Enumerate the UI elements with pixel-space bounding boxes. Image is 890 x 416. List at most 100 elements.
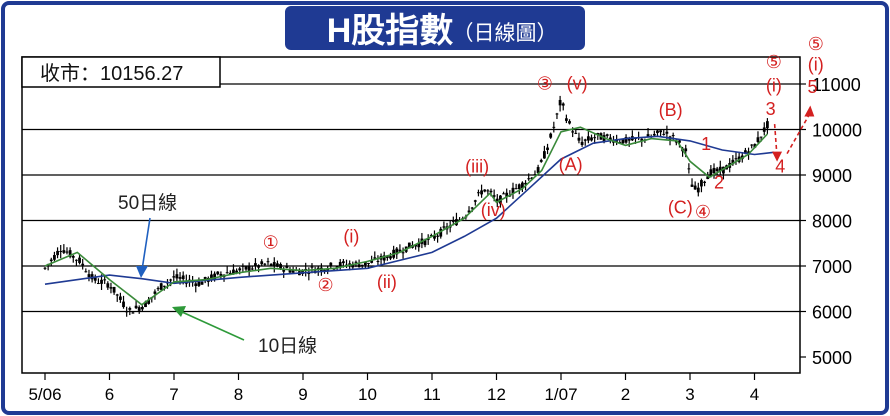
candle-body [210, 274, 213, 280]
candle-body [583, 139, 587, 141]
candle-body [414, 244, 418, 247]
candle-body [407, 242, 411, 249]
candle-body [144, 301, 147, 308]
candle-body [693, 185, 697, 190]
candle-body [678, 140, 681, 143]
candle-body [533, 174, 537, 176]
y-tick-label: 7000 [812, 257, 852, 277]
candle-body [489, 190, 493, 193]
candle-body [596, 132, 600, 135]
candle-body [71, 255, 75, 258]
candle-body [310, 266, 314, 268]
candle-body [417, 242, 421, 248]
candle-body [558, 99, 562, 106]
chart-subtitle: （日線圖） [453, 22, 558, 45]
candle-body [665, 131, 669, 134]
candle-body [84, 271, 88, 273]
wave-label: 1 [701, 134, 711, 154]
candle-body [279, 264, 282, 269]
candle-body [539, 160, 543, 162]
candle-body [62, 250, 66, 253]
x-tick-label: 5/06 [28, 385, 61, 404]
candle-body [389, 256, 392, 259]
projection-down-arrowhead [772, 151, 783, 162]
candle-body [250, 268, 254, 270]
candle-body [731, 159, 735, 165]
wave-label: ④ [695, 202, 711, 222]
candle-body [225, 272, 229, 274]
projection-up-arrowhead [804, 105, 815, 117]
candle-body [341, 261, 345, 264]
candle-body [687, 168, 691, 170]
candle-body [307, 272, 311, 275]
candle-body [147, 299, 151, 304]
candle-body [282, 269, 286, 272]
x-tick-label: 8 [234, 385, 243, 404]
candle-body [266, 261, 270, 263]
candle-body [363, 261, 367, 266]
candle-body [137, 307, 141, 311]
candle-body [608, 137, 612, 141]
candle-body [276, 263, 279, 267]
wave-label: ⑤ [808, 34, 824, 54]
candle-body [291, 270, 295, 273]
wave-label: ② [318, 275, 334, 295]
x-tick-label: 6 [105, 385, 114, 404]
candle-body [586, 136, 590, 141]
candle-body [715, 168, 719, 172]
y-axis: 5000 6000 7000 8000 9000 10000 11000 [800, 75, 862, 368]
candle-body [263, 263, 267, 265]
candle-body [122, 301, 125, 308]
candle-body [627, 138, 631, 141]
candle-body [442, 226, 446, 228]
candle-body [370, 260, 374, 263]
candle-body [646, 134, 650, 138]
candle-body [451, 220, 455, 222]
close-label-box [21, 56, 221, 88]
ma10-arrow [181, 311, 245, 341]
candle-body [521, 182, 524, 189]
candle-body [470, 207, 474, 209]
candle-body [542, 151, 546, 159]
candle-body [197, 281, 201, 286]
candle-body [59, 250, 63, 253]
candle-body [87, 274, 91, 278]
candle-body [605, 134, 609, 136]
candle-body [232, 269, 235, 275]
candle-body [536, 167, 540, 173]
candle-body [505, 192, 509, 197]
candle-body [125, 311, 129, 313]
x-tick-label: 2 [621, 385, 630, 404]
wave-label: (iii) [465, 157, 489, 177]
candle-body [159, 283, 163, 290]
candle-body [703, 181, 706, 183]
candle-body [140, 306, 144, 310]
projection-up-arrow [786, 114, 811, 155]
candle-body [90, 274, 94, 280]
candle-body [517, 184, 521, 190]
chart-title: H股指數 [327, 12, 454, 50]
candle-body [477, 192, 480, 194]
candle-body [511, 187, 515, 194]
ma50-line [44, 135, 774, 285]
candle-body [722, 166, 725, 174]
wave-label: ⑤ [766, 52, 782, 72]
candle-body [552, 126, 556, 128]
candle-body [753, 144, 757, 148]
candle-body [348, 263, 352, 265]
x-tick-label: 3 [685, 385, 694, 404]
candle-body [216, 271, 220, 275]
candle-body [593, 137, 597, 139]
wave-label: 5 [808, 77, 818, 97]
candle-body [112, 286, 116, 293]
candle-body [128, 308, 132, 310]
candle-body [684, 148, 688, 152]
candle-body [502, 193, 505, 195]
wave-label: ① [263, 233, 279, 253]
close-label: 收市：10156.27 [40, 62, 183, 85]
ma10-label: 10日線 [258, 335, 317, 357]
wave-labels: ①②(i)(ii)(iii)(iv)③ (v)(A)(B)(C) ④12345⑤(i… [263, 34, 824, 295]
y-tick-label: 10000 [812, 121, 862, 141]
wave-label: 3 [766, 99, 776, 119]
